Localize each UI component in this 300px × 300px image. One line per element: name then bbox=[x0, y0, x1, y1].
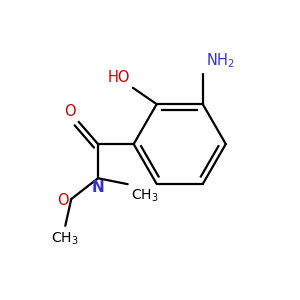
Text: O: O bbox=[64, 104, 76, 119]
Text: CH$_3$: CH$_3$ bbox=[131, 187, 158, 204]
Text: CH$_3$: CH$_3$ bbox=[52, 230, 79, 247]
Text: O: O bbox=[57, 193, 68, 208]
Text: NH$_2$: NH$_2$ bbox=[206, 51, 235, 70]
Text: HO: HO bbox=[107, 70, 130, 85]
Text: N: N bbox=[92, 180, 104, 195]
